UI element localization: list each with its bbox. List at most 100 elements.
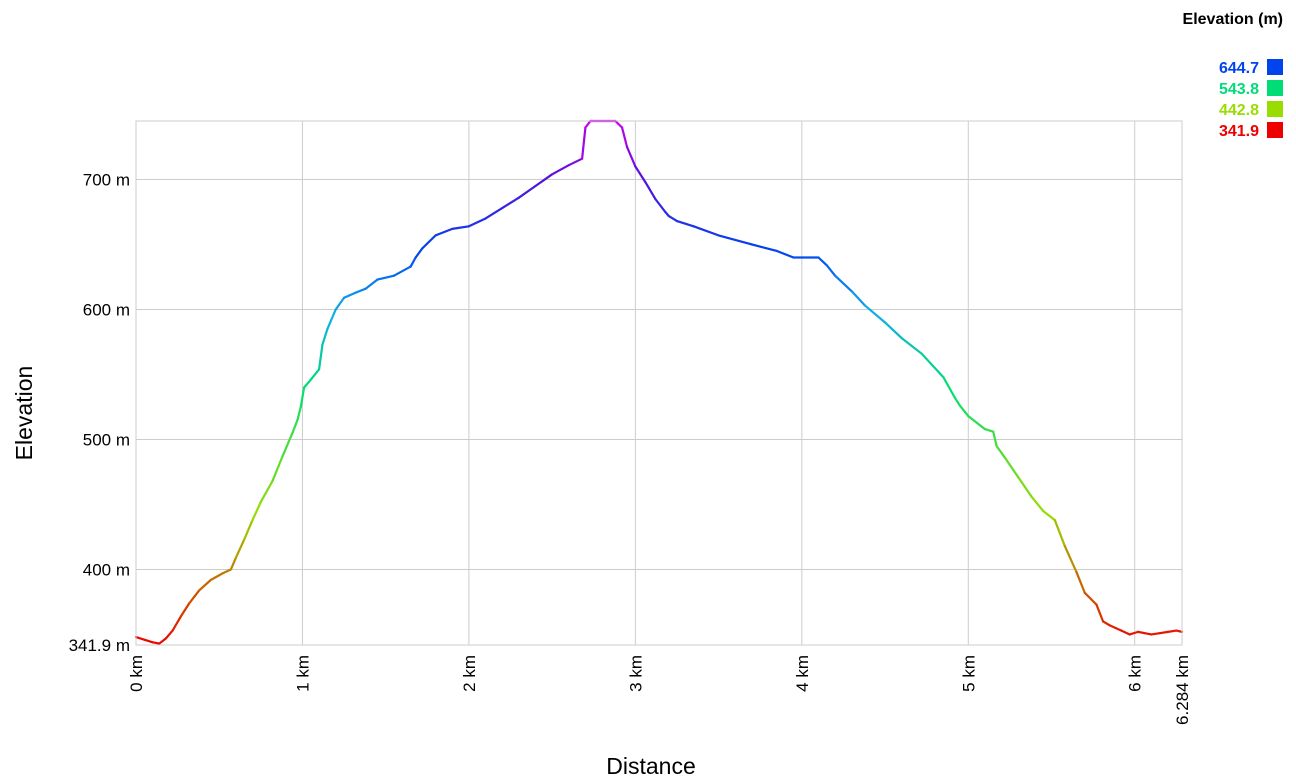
legend-value: 341.9 [1219,123,1259,140]
line-segment [421,234,437,250]
y-tick-label: 400 m [83,560,130,579]
line-segment [376,274,396,281]
line-segment [620,126,629,149]
legend-value: 543.8 [1219,81,1259,98]
line-segment [1003,456,1020,479]
line-segment [995,444,1006,459]
line-segment [409,256,417,268]
line-segment [221,568,232,575]
y-tick-label: 600 m [83,300,130,319]
line-segment [414,247,424,259]
elevation-line [134,119,1184,645]
line-segment [1166,629,1178,633]
line-segment [1108,624,1123,632]
line-segment [863,304,887,324]
line-segment [953,396,962,407]
x-tick-label: 3 km [626,655,645,692]
line-segment [614,119,624,129]
x-tick-label: 0 km [127,655,146,692]
line-segment [164,629,174,640]
line-segment [484,206,504,220]
line-segment [321,327,329,346]
x-tick-label: 2 km [460,655,479,692]
line-segment [717,234,753,246]
x-axis-title: Distance [606,753,695,779]
line-segment [209,572,224,581]
legend-value: 442.8 [1219,102,1259,119]
line-segment [259,479,274,503]
line-segment [179,602,191,618]
line-segment [171,615,183,632]
line-segment [967,414,987,431]
line-segment [188,589,201,605]
line-segment [580,126,587,160]
line-segment [817,256,828,267]
line-segment [675,219,695,228]
line-segment [1083,591,1098,606]
line-segment [958,404,970,418]
line-segment [234,538,246,559]
x-axis-ticks: 0 km 1 km 2 km 3 km 4 km 5 km 6 km 6.284 km [127,655,1192,725]
line-segment [354,287,367,294]
y-tick-label: 500 m [83,430,130,449]
line-segment [625,145,637,168]
line-segment [251,500,262,522]
legend-swatch [1267,101,1283,117]
y-axis-ticks: 341.9 m 400 m 500 m 600 m 700 m [69,170,130,655]
legend-swatch [1267,80,1283,96]
line-segment [584,119,592,129]
line-segment [198,578,213,592]
line-segment [151,641,161,645]
line-segment [326,308,337,331]
line-segment [317,343,324,371]
line-segment [920,352,945,379]
line-segment [883,321,903,340]
line-segment [271,455,284,483]
legend-title: Elevation (m) [1183,11,1283,28]
line-segment [1175,629,1184,633]
line-segment [654,197,667,214]
legend-value: 644.7 [1219,60,1259,77]
line-segment [1136,630,1146,635]
line-segment [567,157,584,167]
line-segment [342,291,357,299]
legend-swatch [1267,59,1283,75]
line-segment [1150,632,1161,636]
y-tick-label: 341.9 m [69,636,130,655]
line-segment [850,290,867,307]
line-segment [1120,629,1131,636]
line-segment [1128,630,1140,636]
line-segment [158,637,168,645]
line-segment [291,418,299,435]
x-tick-label: 1 km [293,655,312,692]
x-tick-label: 6.284 km [1173,655,1192,725]
line-segment [281,431,294,458]
line-segment [467,217,487,228]
line-segment [1075,570,1086,594]
line-segment [501,196,520,210]
legend-swatch [1267,122,1283,138]
line-segment [517,184,537,199]
line-segment [692,225,720,237]
plot-frame [135,120,1183,646]
line-segment [644,180,657,201]
grid-lines [136,121,1182,645]
line-segment [364,278,379,290]
line-segment [296,405,302,422]
line-segment [134,635,146,641]
line-segment [775,249,795,259]
line-segment [243,518,254,541]
line-segment [634,165,647,184]
line-segment [309,368,321,381]
line-segment [299,386,306,409]
line-segment [825,264,837,277]
line-segment [1158,630,1170,635]
line-segment [983,427,995,433]
line-segment [1053,518,1066,548]
x-tick-label: 4 km [793,655,812,692]
line-segment [392,265,412,277]
legend: Elevation (m) 644.7 543.8 442.8 341.9 [1183,11,1283,140]
line-segment [334,296,346,311]
line-segment [1095,603,1105,623]
